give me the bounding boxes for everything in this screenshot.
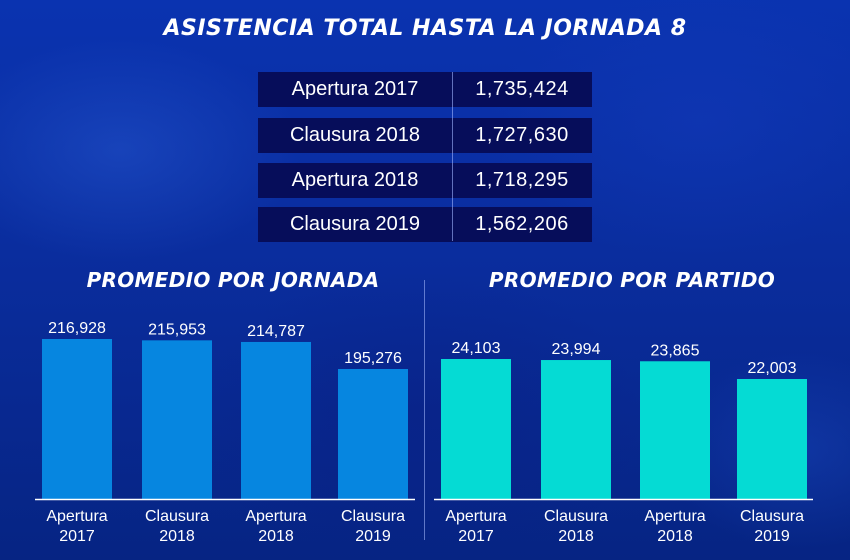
- category-label-jornada-3: Clausura: [341, 508, 405, 525]
- bar-partido-2: [640, 361, 710, 499]
- page-title: ASISTENCIA TOTAL HASTA LA JORNADA 8: [163, 16, 687, 41]
- value-label-jornada-0: 216,928: [48, 320, 106, 337]
- table-row: Apertura 2018 1,718,295: [258, 163, 592, 198]
- bar-jornada-3: [338, 369, 408, 499]
- value-label-jornada-2: 214,787: [247, 323, 305, 340]
- category-label-partido-1: 2018: [558, 528, 594, 545]
- category-label-partido-3: Clausura: [740, 508, 804, 525]
- bar-partido-3: [737, 379, 807, 499]
- value-label-partido-3: 22,003: [748, 360, 797, 377]
- table-row: Apertura 2017 1,735,424: [258, 72, 592, 107]
- category-label-partido-2: Apertura: [644, 508, 705, 525]
- attendance-value: 1,562,206: [475, 213, 569, 235]
- category-label-jornada-2: 2018: [258, 528, 294, 545]
- category-label-jornada-1: 2018: [159, 528, 195, 545]
- value-label-partido-2: 23,865: [651, 342, 700, 359]
- bar-partido-0: [441, 359, 511, 499]
- category-label-partido-3: 2019: [754, 528, 790, 545]
- bar-jornada-2: [241, 341, 311, 499]
- category-label-jornada-1: Clausura: [145, 508, 209, 525]
- bar-jornada-0: [42, 339, 112, 499]
- season-label: Apertura 2018: [291, 169, 419, 191]
- attendance-value: 1,718,295: [475, 169, 569, 191]
- season-label: Clausura 2019: [289, 213, 421, 235]
- bar-partido-1: [541, 360, 611, 499]
- table-row: Clausura 2018 1,727,630: [258, 118, 592, 153]
- attendance-value: 1,735,424: [475, 78, 569, 100]
- category-label-jornada-3: 2019: [355, 528, 391, 545]
- category-label-jornada-0: 2017: [59, 528, 95, 545]
- table-column-divider: [452, 72, 453, 241]
- season-label: Apertura 2017: [291, 78, 419, 100]
- category-label-partido-2: 2018: [657, 528, 693, 545]
- value-label-jornada-1: 215,953: [148, 321, 206, 338]
- table-row: Clausura 2019 1,562,206: [258, 207, 592, 242]
- charts-divider: [424, 280, 425, 540]
- chart-title-jornada: PROMEDIO POR JORNADA: [86, 268, 380, 292]
- value-label-jornada-3: 195,276: [344, 350, 402, 367]
- category-label-partido-1: Clausura: [544, 508, 608, 525]
- category-label-jornada-0: Apertura: [46, 508, 107, 525]
- chart-title-partido: PROMEDIO POR PARTIDO: [488, 268, 776, 292]
- category-label-partido-0: 2017: [458, 528, 494, 545]
- value-label-partido-1: 23,994: [552, 341, 601, 358]
- category-label-jornada-2: Apertura: [245, 508, 306, 525]
- value-label-partido-0: 24,103: [452, 340, 501, 357]
- attendance-value: 1,727,630: [475, 124, 569, 146]
- bar-jornada-1: [142, 340, 212, 499]
- category-label-partido-0: Apertura: [445, 508, 506, 525]
- season-label: Clausura 2018: [289, 124, 421, 146]
